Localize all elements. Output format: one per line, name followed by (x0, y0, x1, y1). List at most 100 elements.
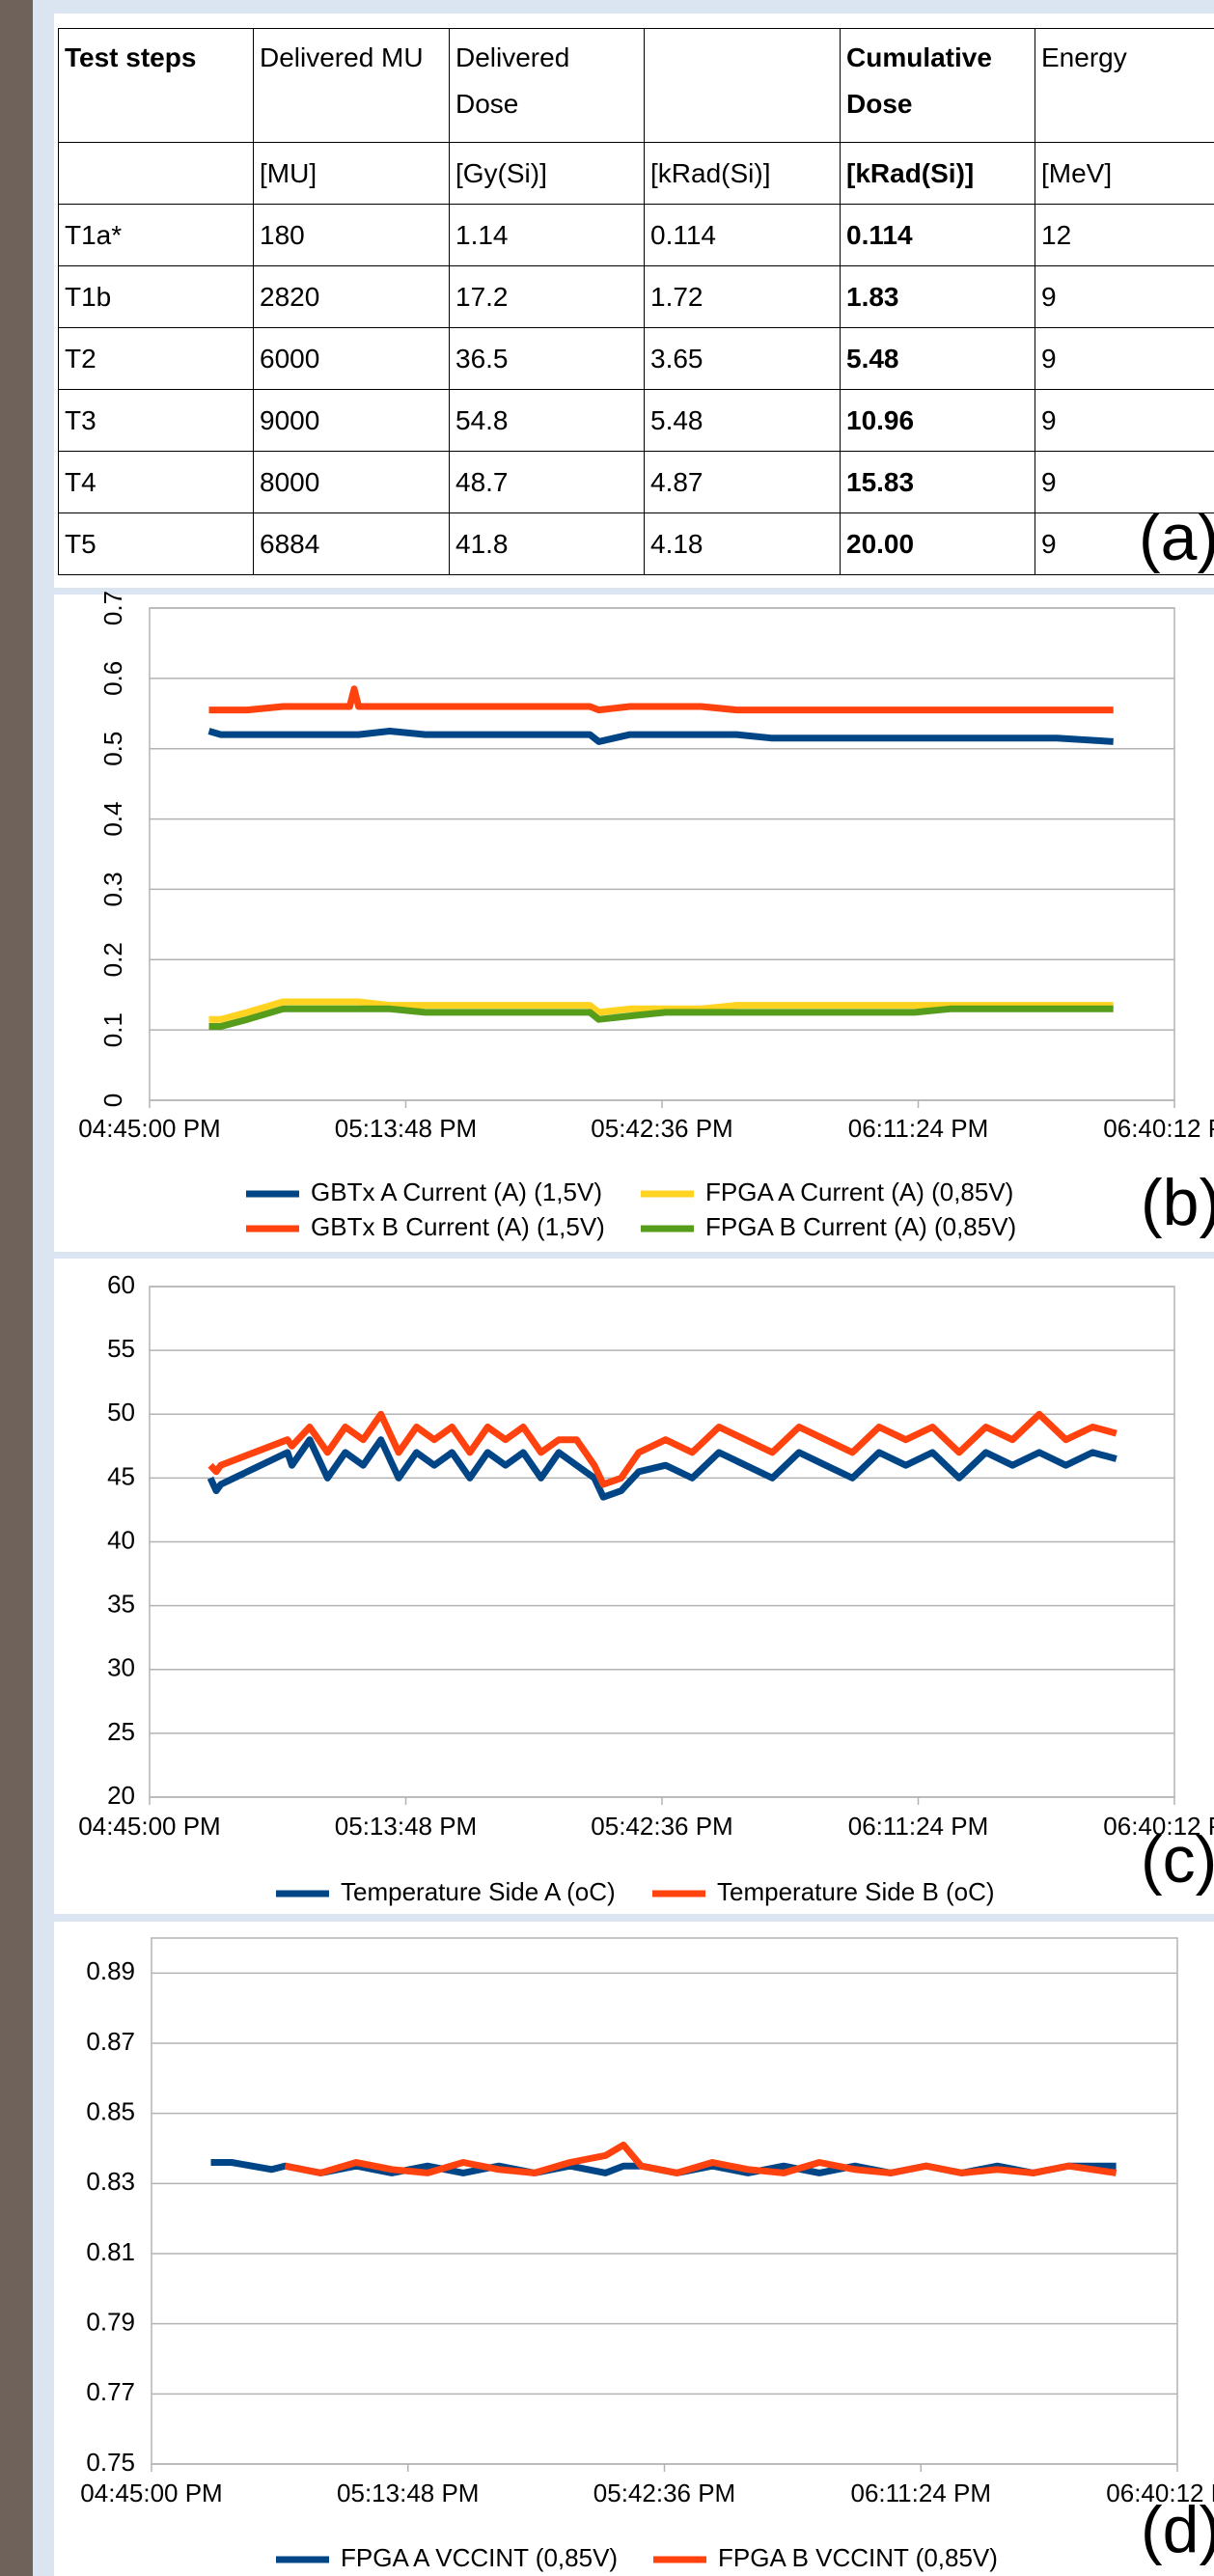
x-tick-label: 04:45:00 PM (80, 2479, 222, 2507)
legend-label: FPGA A VCCINT (0,85V) (341, 2543, 618, 2572)
table-cell: 9 (1035, 265, 1214, 328)
y-tick-label: 0.6 (98, 661, 127, 696)
series-line (207, 728, 1114, 745)
x-tick-label: 05:42:36 PM (591, 1812, 732, 1841)
series-line (207, 1410, 1117, 1488)
dose-table: Test steps Delivered MU Delivered Dose Cumu… (58, 28, 1214, 575)
plot-area (151, 1937, 1178, 2465)
x-tick-label: 05:13:48 PM (335, 1114, 477, 1143)
table-cell: 1.83 (840, 265, 1035, 328)
table-cell: 54.8 (449, 389, 645, 452)
y-tick-label: 40 (107, 1525, 135, 1554)
table-cell: 20.00 (840, 512, 1035, 575)
table-cell: T5 (58, 512, 254, 575)
table-cell: 9 (1035, 389, 1214, 452)
table-cell: 4.18 (644, 512, 841, 575)
table-cell: 12 (1035, 204, 1214, 266)
y-tick-label: 0.83 (86, 2167, 135, 2196)
y-tick-label: 0.75 (86, 2448, 135, 2477)
legend-label: FPGA B VCCINT (0,85V) (718, 2543, 998, 2572)
y-tick-label: 0.2 (98, 942, 127, 977)
table-cell: 9000 (253, 389, 450, 452)
y-tick-label: 50 (107, 1398, 135, 1426)
table-row: T5 6884 41.8 4.18 20.00 9 (58, 512, 1214, 575)
table-row: [MU] [Gy(Si)] [kRad(Si)] [kRad(Si)] [MeV] (58, 142, 1214, 205)
table-cell (58, 142, 254, 205)
y-tick-label: 0.77 (86, 2377, 135, 2406)
y-tick-label: 60 (107, 1270, 135, 1299)
table-cell: 0.114 (840, 204, 1035, 266)
legend-label: GBTx A Current (A) (1,5V) (311, 1177, 602, 1206)
x-tick-label: 05:13:48 PM (335, 1812, 477, 1841)
table-cell: 9 (1035, 512, 1214, 575)
y-tick-label: 0.79 (86, 2308, 135, 2337)
legend-label: Temperature Side B (oC) (717, 1877, 995, 1906)
table-cell: 10.96 (840, 389, 1035, 452)
y-tick-label: 0.5 (98, 732, 127, 766)
y-tick-label: 0.4 (98, 801, 127, 836)
table-cell: Delivered Dose (449, 28, 645, 143)
y-tick-label: 20 (107, 1781, 135, 1810)
legend-label: Temperature Side A (oC) (341, 1877, 616, 1906)
x-tick-label: 05:13:48 PM (337, 2479, 479, 2507)
table-cell: 8000 (253, 451, 450, 513)
x-tick-label: 04:45:00 PM (78, 1812, 220, 1841)
left-strip (0, 0, 33, 2576)
table-cell: Energy (1035, 28, 1214, 143)
x-tick-label: 05:42:36 PM (591, 1114, 732, 1143)
y-tick-label: 0.85 (86, 2097, 135, 2126)
y-tick-label: 0.81 (86, 2237, 135, 2266)
y-tick-label: 0.7 (98, 591, 127, 625)
plot-area (149, 607, 1175, 1101)
table-row: T4 8000 48.7 4.87 15.83 9 (58, 451, 1214, 513)
table-cell: Cumulative Dose (840, 28, 1035, 143)
y-tick-label: 0.1 (98, 1012, 127, 1047)
legend-label: FPGA B Current (A) (0,85V) (705, 1212, 1016, 1241)
series-line (284, 2141, 1117, 2176)
table-cell: [MeV] (1035, 142, 1214, 205)
table-cell: [Gy(Si)] (449, 142, 645, 205)
y-tick-label: 25 (107, 1717, 135, 1746)
y-tick-label: 55 (107, 1334, 135, 1363)
table-cell: 9 (1035, 451, 1214, 513)
table-cell (644, 28, 841, 143)
table-row: T1b 2820 17.2 1.72 1.83 9 (58, 265, 1214, 328)
table-cell: 5.48 (644, 389, 841, 452)
table-row: T2 6000 36.5 3.65 5.48 9 (58, 327, 1214, 390)
table-cell: 0.114 (644, 204, 841, 266)
x-tick-label: 05:42:36 PM (593, 2479, 735, 2507)
y-tick-label: 0.3 (98, 872, 127, 906)
table-cell: T2 (58, 327, 254, 390)
x-tick-label: 06:11:24 PM (848, 1812, 989, 1841)
table-cell: 3.65 (644, 327, 841, 390)
y-tick-label: 0.87 (86, 2027, 135, 2056)
table-cell: Delivered MU (253, 28, 450, 143)
table-cell: 6000 (253, 327, 450, 390)
y-tick-label: 30 (107, 1653, 135, 1682)
series-line (208, 1005, 1114, 1030)
panel-label: (a) (1139, 501, 1214, 574)
table-cell: T4 (58, 451, 254, 513)
table-cell: 41.8 (449, 512, 645, 575)
series-line (207, 1436, 1117, 1501)
table-cell: 2820 (253, 265, 450, 328)
y-tick-label: 0.89 (86, 1956, 135, 1985)
table-cell: 1.72 (644, 265, 841, 328)
table-cell: T1b (58, 265, 254, 328)
table-cell: 17.2 (449, 265, 645, 328)
x-tick-label: 06:11:24 PM (848, 1114, 989, 1143)
table-cell: 4.87 (644, 451, 841, 513)
table-cell: Test steps (58, 28, 254, 143)
x-tick-label: 06:40:12 PM (1103, 1114, 1214, 1143)
y-tick-label: 45 (107, 1461, 135, 1490)
table-cell: 5.48 (840, 327, 1035, 390)
table-row: Test steps Delivered MU Delivered Dose Cumu… (58, 28, 1214, 143)
table-row: T3 9000 54.8 5.48 10.96 9 (58, 389, 1214, 452)
table-cell: 6884 (253, 512, 450, 575)
panel-label: (c) (1141, 1823, 1214, 1897)
y-tick-label: 0 (98, 1094, 127, 1107)
table-cell: 15.83 (840, 451, 1035, 513)
table-cell: [kRad(Si)] (840, 142, 1035, 205)
x-tick-label: 06:40:12 PM (1103, 1812, 1214, 1841)
table-row: T1a* 180 1.14 0.114 0.114 12 (58, 204, 1214, 266)
